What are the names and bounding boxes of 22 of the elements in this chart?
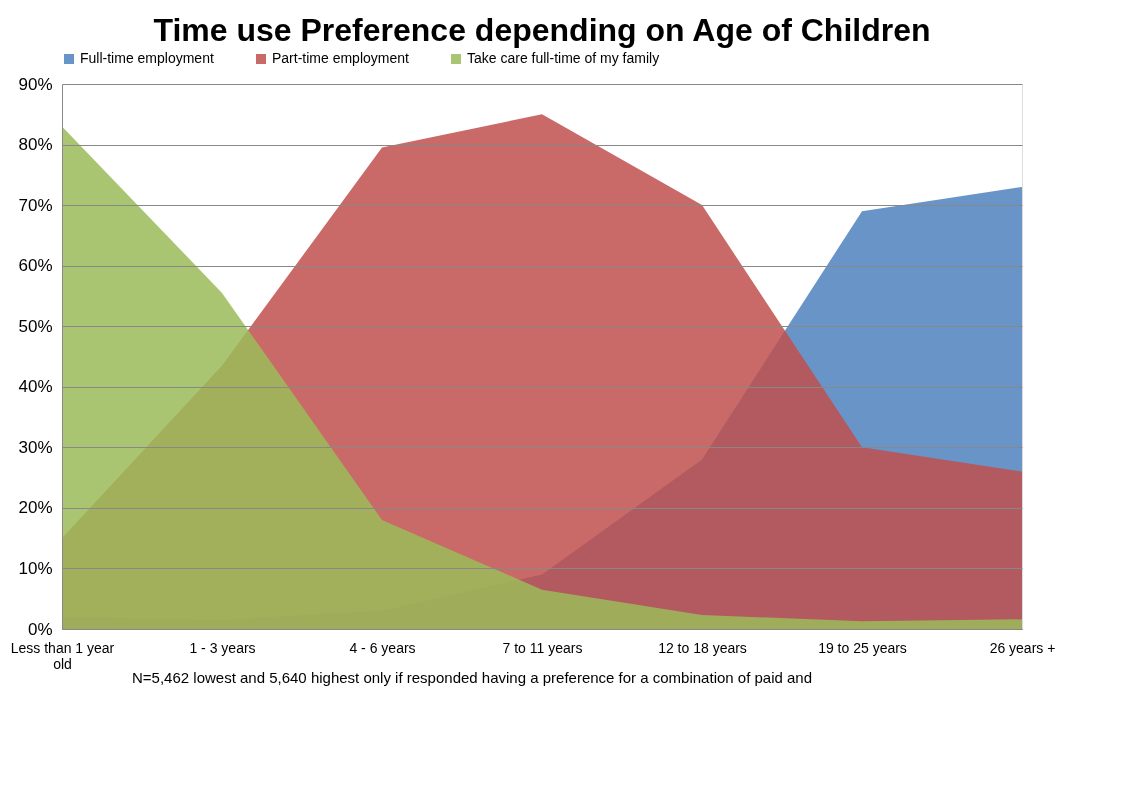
y-tick-label: 50% bbox=[18, 316, 53, 336]
y-tick-label: 30% bbox=[18, 437, 53, 457]
y-tick-label: 20% bbox=[18, 498, 53, 518]
x-tick-label: 1 - 3 years bbox=[189, 639, 256, 656]
y-tick-label: 70% bbox=[18, 195, 53, 215]
x-tick-label: Less than 1 year old bbox=[10, 639, 115, 672]
y-tick-label: 80% bbox=[18, 135, 53, 155]
y-tick-label: 10% bbox=[18, 558, 53, 578]
x-tick-label: 7 to 11 years bbox=[502, 639, 583, 656]
y-tick-label: 60% bbox=[18, 256, 53, 276]
x-tick-label: 4 - 6 years bbox=[349, 639, 416, 656]
legend-label: Take care full-time of my family bbox=[467, 50, 660, 66]
legend-label: Full-time employment bbox=[80, 50, 214, 66]
legend-label: Part-time employment bbox=[272, 50, 410, 66]
x-tick-label: 26 years + bbox=[989, 639, 1056, 656]
y-tick-label: 90% bbox=[18, 74, 53, 94]
x-tick-label: 12 to 18 years bbox=[658, 639, 747, 656]
x-tick-label: 19 to 25 years bbox=[818, 639, 907, 656]
y-tick-label: 0% bbox=[27, 619, 53, 639]
text: N=5,462 lowest and 5,640 highest only if responded having a preference for a combination of paid and bbox=[132, 669, 813, 686]
chart-title: Time use Preference depending on Age of Children bbox=[153, 12, 931, 48]
y-tick-label: 40% bbox=[18, 377, 53, 397]
